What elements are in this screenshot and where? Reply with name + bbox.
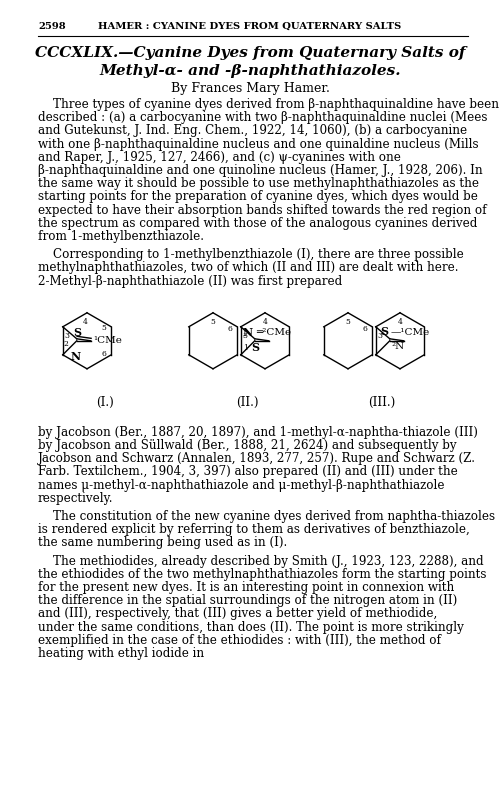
- Text: 2598: 2598: [38, 22, 66, 31]
- Text: 6: 6: [228, 325, 232, 333]
- Text: 4: 4: [398, 318, 402, 326]
- Text: Corresponding to 1-methylbenzthiazole (I), there are three possible: Corresponding to 1-methylbenzthiazole (I…: [53, 248, 464, 261]
- Text: methylnaphthathiazoles, two of which (II and III) are dealt with here.: methylnaphthathiazoles, two of which (II…: [38, 262, 459, 274]
- Text: the ethiodides of the two methylnaphthathiazoles form the starting points: the ethiodides of the two methylnaphthat…: [38, 568, 486, 581]
- Text: ²N: ²N: [392, 342, 405, 350]
- Text: and Gutekunst, J. Ind. Eng. Chem., 1922, 14, 1060), (b) a carbocyanine: and Gutekunst, J. Ind. Eng. Chem., 1922,…: [38, 124, 467, 138]
- Text: β-naphthaquinaldine and one quinoline nucleus (Hamer, J., 1928, 206). In: β-naphthaquinaldine and one quinoline nu…: [38, 164, 482, 177]
- Text: (II.): (II.): [236, 396, 258, 409]
- Text: respectively.: respectively.: [38, 492, 114, 505]
- Text: S: S: [73, 326, 81, 338]
- Text: N: N: [242, 326, 253, 338]
- Text: the same numbering being used as in (I).: the same numbering being used as in (I).: [38, 536, 287, 550]
- Text: under the same conditions, than does (II). The point is more strikingly: under the same conditions, than does (II…: [38, 621, 464, 634]
- Text: The methiodides, already described by Smith (J., 1923, 123, 2288), and: The methiodides, already described by Sm…: [53, 554, 484, 567]
- Text: is rendered explicit by referring to them as derivatives of benzthiazole,: is rendered explicit by referring to the…: [38, 523, 470, 536]
- Text: By Frances Mary Hamer.: By Frances Mary Hamer.: [170, 82, 330, 95]
- Text: —¹CMe: —¹CMe: [391, 328, 430, 337]
- Text: Three types of cyanine dyes derived from β-naphthaquinaldine have been: Three types of cyanine dyes derived from…: [53, 98, 499, 111]
- Text: from 1-methylbenzthiazole.: from 1-methylbenzthiazole.: [38, 230, 204, 243]
- Text: starting points for the preparation of cyanine dyes, which dyes would be: starting points for the preparation of c…: [38, 190, 478, 203]
- Text: by Jacobson (Ber., 1887, 20, 1897), and 1-methyl-α-naphtha-thiazole (III): by Jacobson (Ber., 1887, 20, 1897), and …: [38, 426, 478, 438]
- Text: S: S: [380, 326, 388, 337]
- Text: 2-Methyl-β-naphthathiazole (II) was first prepared: 2-Methyl-β-naphthathiazole (II) was firs…: [38, 274, 342, 287]
- Text: by Jacobson and Süllwald (Ber., 1888, 21, 2624) and subsequently by: by Jacobson and Süllwald (Ber., 1888, 21…: [38, 439, 457, 452]
- Text: and Raper, J., 1925, 127, 2466), and (c) ψ-cyanines with one: and Raper, J., 1925, 127, 2466), and (c)…: [38, 150, 401, 164]
- Text: names μ-methyl-α-naphthathiazole and μ-methyl-β-naphthathiazole: names μ-methyl-α-naphthathiazole and μ-m…: [38, 478, 444, 491]
- Text: heating with ethyl iodide in: heating with ethyl iodide in: [38, 647, 204, 660]
- Text: S: S: [251, 342, 259, 353]
- Text: CCCXLIX.—Cyanine Dyes from Quaternary Salts of: CCCXLIX.—Cyanine Dyes from Quaternary Sa…: [35, 46, 465, 60]
- Text: 5: 5: [346, 318, 350, 326]
- Text: 1: 1: [243, 344, 248, 352]
- Text: Methyl-α- and -β-naphthathiazoles.: Methyl-α- and -β-naphthathiazoles.: [99, 64, 401, 78]
- Text: (I.): (I.): [96, 396, 114, 409]
- Text: 6: 6: [362, 325, 367, 333]
- Text: 5: 5: [210, 318, 216, 326]
- Text: the same way it should be possible to use methylnaphthathiazoles as the: the same way it should be possible to us…: [38, 177, 479, 190]
- Text: the difference in the spatial surroundings of the nitrogen atom in (II): the difference in the spatial surroundin…: [38, 594, 457, 607]
- Text: HAMER : CYANINE DYES FROM QUATERNARY SALTS: HAMER : CYANINE DYES FROM QUATERNARY SAL…: [98, 22, 402, 31]
- Text: 3: 3: [378, 332, 383, 340]
- Text: the spectrum as compared with those of the analogous cyanines derived: the spectrum as compared with those of t…: [38, 217, 478, 230]
- Text: 5: 5: [102, 324, 106, 332]
- Text: exemplified in the case of the ethiodides : with (III), the method of: exemplified in the case of the ethiodide…: [38, 634, 441, 647]
- Text: and (III), respectively, that (III) gives a better yield of methiodide,: and (III), respectively, that (III) give…: [38, 607, 437, 621]
- Text: N: N: [70, 350, 81, 362]
- Text: ═²CMe: ═²CMe: [256, 328, 291, 337]
- Text: expected to have their absorption bands shifted towards the red region of: expected to have their absorption bands …: [38, 203, 486, 217]
- Text: 4: 4: [82, 318, 87, 326]
- Text: The constitution of the new cyanine dyes derived from naphtha-thiazoles: The constitution of the new cyanine dyes…: [53, 510, 495, 523]
- Text: 2: 2: [64, 340, 69, 348]
- Text: 6: 6: [102, 350, 106, 358]
- Text: ¹CMe: ¹CMe: [94, 336, 122, 346]
- Text: 4: 4: [262, 318, 268, 326]
- Text: for the present new dyes. It is an interesting point in connexion with: for the present new dyes. It is an inter…: [38, 581, 454, 594]
- Text: Jacobson and Schwarz (Annalen, 1893, 277, 257). Rupe and Schwarz (Z.: Jacobson and Schwarz (Annalen, 1893, 277…: [38, 452, 476, 465]
- Text: described : (a) a carbocyanine with two β-naphthaquinaldine nuclei (Mees: described : (a) a carbocyanine with two …: [38, 111, 488, 124]
- Text: 3: 3: [65, 332, 70, 340]
- Text: Farb. Textilchem., 1904, 3, 397) also prepared (II) and (III) under the: Farb. Textilchem., 1904, 3, 397) also pr…: [38, 466, 458, 478]
- Text: (III.): (III.): [368, 396, 396, 409]
- Text: 3: 3: [243, 332, 248, 340]
- Text: with one β-naphthaquinaldine nucleus and one quinaldine nucleus (Mills: with one β-naphthaquinaldine nucleus and…: [38, 138, 478, 150]
